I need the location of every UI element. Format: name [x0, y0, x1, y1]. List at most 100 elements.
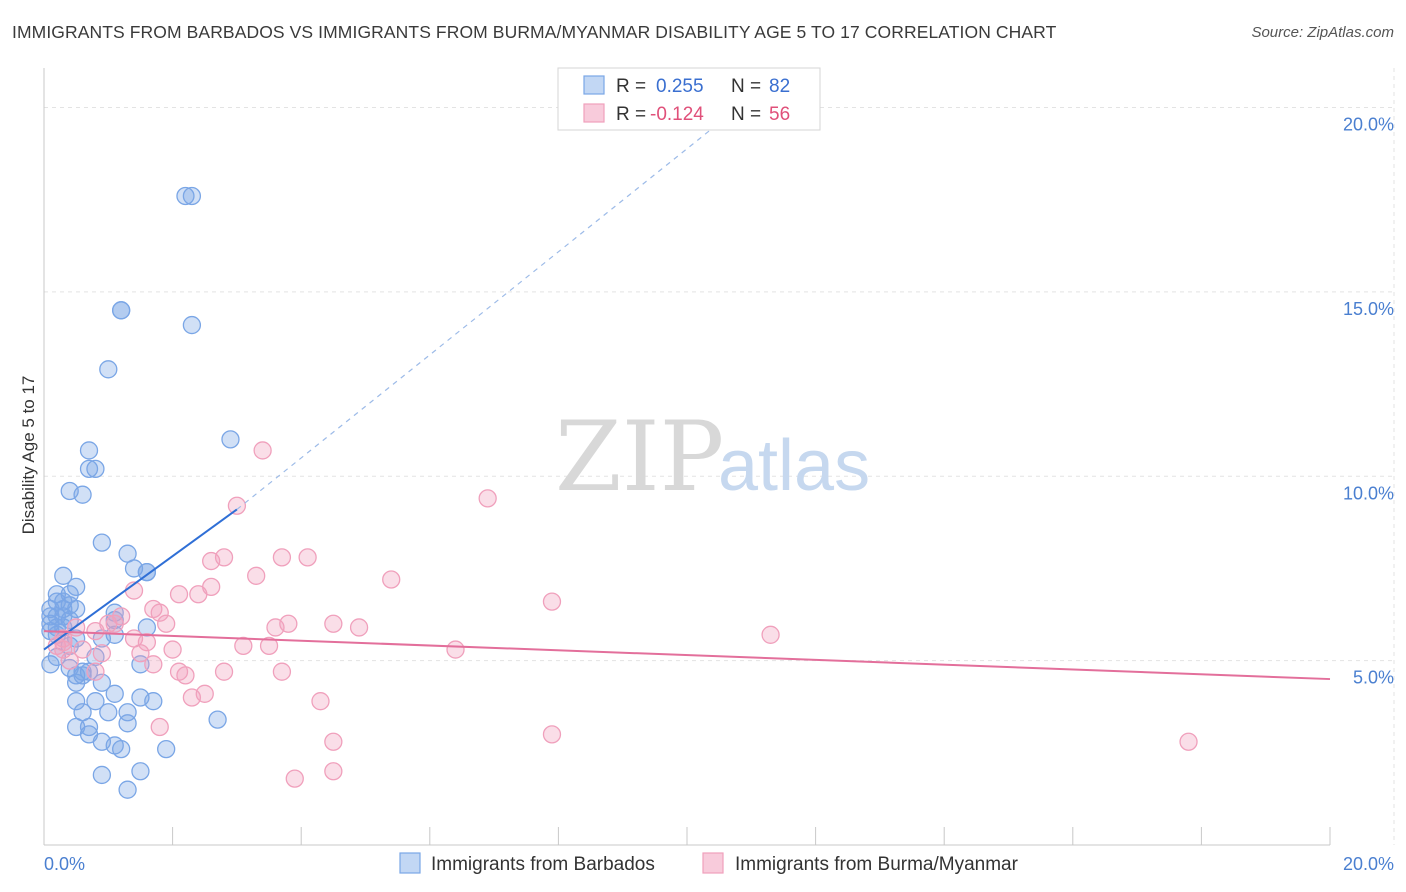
burma-point-10: [169, 585, 189, 604]
burma-point-28: [137, 633, 157, 652]
legend-n-label-pink: N =: [731, 104, 761, 125]
barbados-point-51: [79, 662, 99, 681]
burma-point-49: [542, 725, 562, 744]
legend-n-value-pink: 56: [769, 104, 790, 125]
watermark: ZIP atlas: [555, 401, 870, 513]
chart-title: IMMIGRANTS FROM BARBADOS VS IMMIGRANTS F…: [12, 22, 1057, 42]
bottom-legend-swatch-pink: [702, 852, 724, 874]
barbados-point-71: [92, 765, 112, 785]
y-tick-labels: 5.0% 10.0% 15.0% 20.0%: [1343, 115, 1394, 688]
burma-point-21: [324, 614, 343, 633]
barbados-point-60: [99, 703, 118, 722]
burma-point-18: [105, 614, 124, 633]
barbados-point-70: [157, 739, 176, 759]
burma-point-22: [266, 618, 285, 637]
burma-point-36: [446, 640, 465, 659]
legend-r-value-pink: -0.124: [650, 104, 704, 125]
barbados-point-6: [221, 430, 240, 449]
legend-r-label-blue: R =: [616, 76, 646, 97]
burma-point-51: [1179, 732, 1198, 751]
burma-point-39: [144, 655, 163, 674]
y-tick-label-1: 10.0%: [1343, 483, 1394, 503]
barbados-point-0: [176, 186, 195, 206]
barbados-point-55: [86, 692, 105, 711]
barbados-point-17: [54, 566, 73, 585]
burma-point-35: [92, 644, 112, 663]
legend-swatch-blue: [583, 75, 605, 95]
barbados-point-27: [41, 607, 60, 626]
burma-point-42: [272, 662, 292, 681]
y-tick-label-0: 5.0%: [1353, 668, 1394, 688]
bottom-legend-label-blue: Immigrants from Barbados: [431, 854, 655, 875]
burma-point-52: [324, 762, 343, 781]
burma-point-53: [285, 769, 304, 788]
burma-point-1: [478, 489, 497, 508]
legend-r-label-pink: R =: [616, 104, 646, 125]
bottom-legend-swatch-blue: [399, 852, 421, 874]
barbados-point-58: [144, 692, 163, 711]
burma-point-23: [349, 618, 369, 637]
barbados-point-12: [92, 533, 112, 552]
barbados-point-73: [118, 780, 137, 799]
burma-point-7: [247, 566, 266, 585]
barbados-point-8: [79, 459, 99, 479]
barbados-point-54: [67, 692, 86, 711]
barbados-point-9: [86, 459, 105, 479]
burma-point-50: [324, 732, 343, 751]
burma-point-32: [73, 640, 92, 659]
burma-point-48: [150, 717, 169, 737]
barbados-point-52: [92, 673, 112, 692]
barbados-point-4: [182, 315, 202, 335]
barbados-point-5: [99, 360, 118, 379]
burma-point-15: [150, 603, 169, 622]
barbados-point-62: [208, 710, 227, 729]
burma-point-2: [227, 496, 247, 515]
legend-r-value-blue: 0.255: [656, 76, 704, 97]
burma-point-12: [202, 577, 221, 597]
burma-point-38: [60, 651, 79, 670]
barbados-point-16: [137, 562, 157, 582]
watermark-atlas: atlas: [718, 426, 870, 506]
axes: [43, 68, 1331, 846]
trendlines: [43, 107, 1331, 681]
legend-n-value-blue: 82: [769, 76, 790, 97]
legend-swatch-pink: [583, 103, 605, 123]
burma-point-6: [298, 548, 317, 567]
y-axis-label: Disability Age 5 to 17: [19, 376, 38, 535]
burma-point-34: [163, 640, 182, 659]
barbados-point-3: [112, 301, 131, 320]
barbados-point-72: [131, 762, 150, 781]
legend-n-label-blue: N =: [731, 76, 761, 97]
burma-point-0: [253, 441, 272, 460]
source-label: Source: ZipAtlas.com: [1251, 24, 1394, 41]
burma-point-37: [761, 625, 780, 644]
burma-point-4: [214, 548, 234, 567]
burma-point-5: [272, 548, 292, 567]
burma-point-8: [382, 570, 401, 589]
barbados-point-65: [118, 714, 137, 733]
barbados-point-53: [67, 673, 86, 692]
y-tick-label-2: 15.0%: [1343, 299, 1394, 319]
barbados-point-18: [67, 577, 86, 597]
burma-point-44: [86, 662, 105, 681]
burma-trendline: [43, 630, 1331, 681]
burma-point-46: [182, 688, 202, 707]
legend: R = 0.255 N = 82 R = -0.124 N = 56: [557, 67, 821, 131]
burma-point-13: [542, 592, 562, 611]
barbados-point-56: [105, 684, 124, 703]
burma-point-25: [86, 621, 105, 641]
burma-point-19: [157, 614, 176, 633]
bottom-legend-label-pink: Immigrants from Burma/Myanmar: [735, 854, 1019, 875]
x-tick-label-max: 20.0%: [1343, 854, 1394, 874]
burma-point-33: [131, 644, 150, 663]
barbados-point-7: [79, 441, 99, 460]
barbados-point-1: [182, 186, 202, 206]
barbados-point-45: [41, 655, 60, 674]
barbados-point-64: [79, 717, 99, 737]
barbados-point-69: [112, 739, 131, 759]
bottom-legend: Immigrants from Barbados Immigrants from…: [399, 852, 1019, 875]
burma-point-41: [176, 666, 195, 685]
burma-point-29: [234, 636, 253, 656]
barbados-trendline-extension: [236, 107, 739, 510]
